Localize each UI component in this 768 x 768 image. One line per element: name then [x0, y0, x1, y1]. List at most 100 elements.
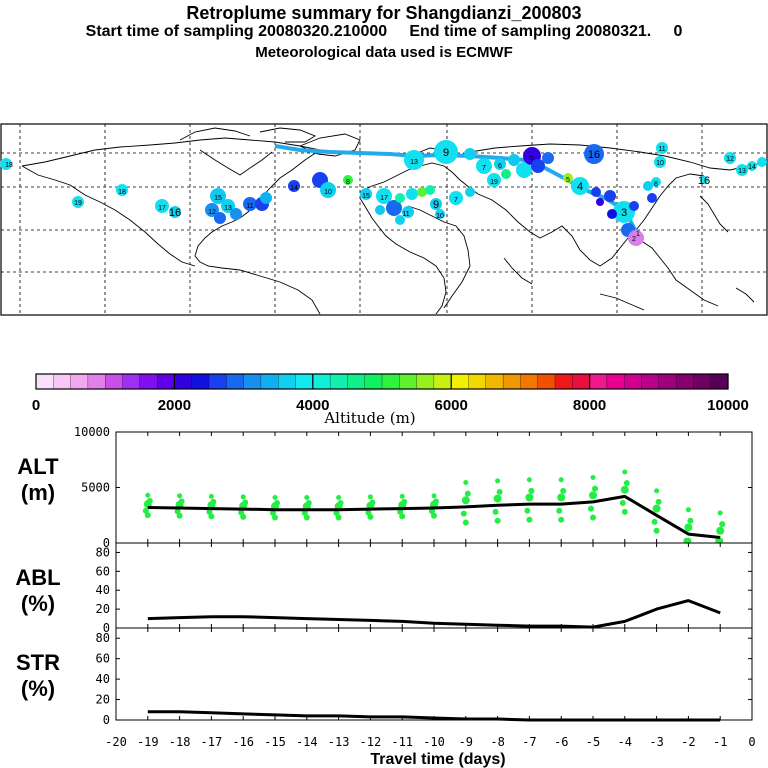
x-tick-label: -17: [201, 735, 223, 749]
altitude-scatter-point: [590, 475, 596, 481]
plume-day-label: 7: [454, 197, 458, 204]
plume-day-label: 13: [738, 168, 746, 175]
altitude-scatter-point: [719, 521, 726, 528]
plume-day-label: 18: [118, 189, 126, 196]
altitude-scatter-point: [178, 498, 185, 505]
panel-abl: 0 20 40 60 80 ABL(%): [15, 542, 753, 635]
colorbar-cell: [502, 373, 521, 390]
plume-point: [260, 192, 272, 204]
colorbar-tick-label: 4000: [296, 397, 329, 414]
y-tick-label: 0: [103, 536, 110, 550]
altitude-scatter-point: [399, 493, 405, 499]
altitude-scatter-point: [242, 499, 249, 506]
plume-point: [629, 201, 639, 211]
met-data-note: Meteorological data used is ECMWF: [255, 44, 513, 61]
plume-day-label: 11: [658, 146, 665, 153]
plume-day-label: 9: [443, 147, 449, 159]
colorbar-cell: [329, 373, 348, 390]
altitude-scatter-point: [588, 505, 594, 512]
x-tick-label: -16: [232, 735, 254, 749]
plume-point: [591, 187, 601, 197]
plume-point: [596, 198, 604, 206]
altitude-scatter-point: [305, 500, 312, 507]
colorbar-cell: [278, 373, 297, 390]
colorbar-cell: [347, 373, 366, 390]
altitude-scatter-point: [619, 500, 626, 507]
colorbar-cell: [35, 373, 54, 390]
plume-point: [628, 230, 644, 246]
y-tick-label: 20: [96, 602, 110, 616]
plume-point: [116, 184, 128, 196]
plume-day-label: 9: [433, 199, 439, 211]
altitude-scatter-point: [336, 494, 342, 500]
plume-point: [464, 148, 476, 160]
x-tick-label: -5: [586, 735, 600, 749]
series-line-alt: [147, 494, 721, 539]
plume-point: [700, 176, 708, 184]
plume-day-label: 11: [246, 203, 253, 210]
altitude-scatter-point: [685, 507, 691, 513]
plume-point: [736, 164, 748, 176]
colorbar-cell: [468, 373, 487, 390]
coastlines: [21, 127, 767, 315]
plume-point: [375, 205, 385, 215]
plume-day-label: 5: [530, 155, 534, 162]
plume-point: [0, 158, 12, 170]
altitude-scatter-point: [240, 513, 247, 520]
colorbar-cell: [295, 373, 314, 390]
altitude-scatter-point: [651, 518, 658, 525]
colorbar-tick-label: 10000: [707, 397, 749, 414]
colorbar-tick-label: 2000: [158, 397, 191, 414]
colorbar-cell: [312, 373, 331, 390]
x-tick-label: -13: [328, 735, 350, 749]
plume-day-label: 13: [224, 205, 232, 212]
altitude-scatter-point: [525, 493, 534, 502]
altitude-scatter-point: [369, 499, 376, 506]
colorbar-cell: [485, 373, 504, 390]
colorbar-cell: [139, 373, 158, 390]
colorbar-cell: [364, 373, 383, 390]
plume-point: [343, 175, 353, 185]
colorbar-cell: [105, 373, 124, 390]
colorbar-cell: [675, 373, 694, 390]
altitude-scatter-point: [560, 487, 567, 494]
x-axis-label: Travel time (days): [370, 751, 505, 768]
plume-point: [430, 198, 442, 210]
colorbar-cell: [416, 373, 435, 390]
altitude-scatter-point: [274, 500, 280, 507]
plume-point: [320, 182, 336, 198]
plume-point: [402, 206, 414, 218]
plume-point: [656, 142, 668, 154]
panel-label: STR: [16, 650, 60, 675]
altitude-scatter-point: [399, 513, 406, 520]
plume-point: [288, 180, 300, 192]
plume-day-label: 8: [654, 181, 658, 188]
altitude-scatter-point: [524, 507, 531, 514]
y-tick-label: 60: [96, 564, 110, 578]
plume-point: [607, 209, 617, 219]
plume-point: [210, 188, 226, 204]
colorbar-cell: [606, 373, 625, 390]
altitude-scatter-point: [717, 510, 723, 516]
altitude-scatter-point: [462, 519, 469, 526]
y-tick-label: 80: [96, 631, 110, 645]
plume-point: [747, 161, 757, 171]
altitude-scatter-point: [433, 498, 439, 505]
y-tick-label: 10000: [74, 425, 110, 439]
colorbar-cell: [174, 373, 193, 390]
plume-point: [465, 187, 475, 197]
colorbar-cell: [572, 373, 591, 390]
x-tick-label: -3: [649, 735, 663, 749]
y-tick-label: 60: [96, 652, 110, 666]
colorbar-cell: [520, 373, 539, 390]
altitude-scatter-point: [592, 485, 598, 492]
altitude-scatter-point: [461, 496, 470, 505]
plume-day-label: 4: [577, 181, 583, 193]
plume-point: [169, 206, 181, 218]
altitude-scatter-point: [494, 517, 501, 524]
series-line-str: [147, 710, 721, 722]
plume-day-label: 15: [214, 195, 222, 202]
colorbar-cell: [70, 373, 89, 390]
altitude-scatter-point: [208, 493, 214, 499]
